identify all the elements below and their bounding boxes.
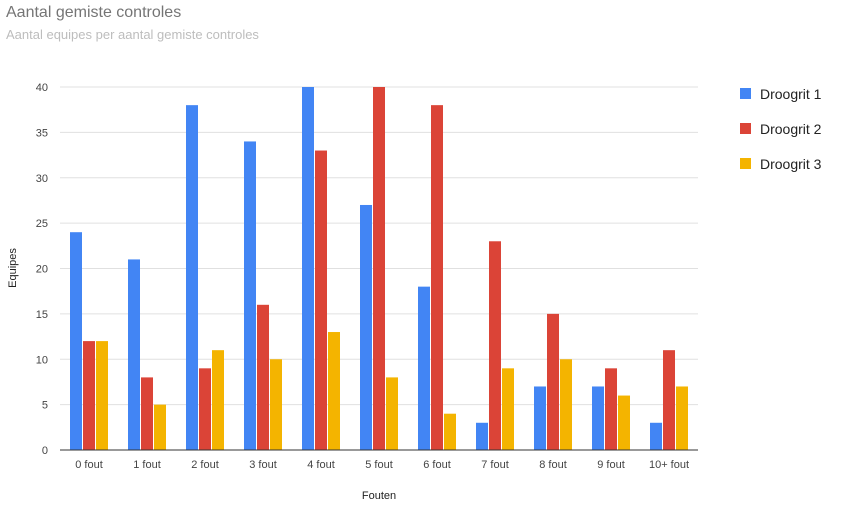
x-tick-label: 0 fout — [75, 459, 103, 471]
legend-label: Droogrit 2 — [760, 121, 822, 137]
chart-title: Aantal gemiste controles — [6, 4, 182, 21]
x-tick-label: 7 fout — [481, 459, 509, 471]
legend: Droogrit 1 Droogrit 2 Droogrit 3 — [740, 86, 822, 172]
y-tick-label: 0 — [42, 445, 48, 457]
x-tick-label: 2 fout — [191, 459, 219, 471]
bar — [534, 386, 546, 450]
x-tick-label: 6 fout — [423, 459, 451, 471]
bar — [592, 386, 604, 450]
x-tick-label: 9 fout — [597, 459, 625, 471]
legend-label: Droogrit 1 — [760, 86, 822, 102]
bar — [257, 304, 269, 450]
legend-label: Droogrit 3 — [760, 156, 822, 172]
bar — [650, 422, 662, 450]
bar — [502, 368, 514, 450]
bar — [212, 350, 224, 450]
chart-subtitle: Aantal equipes per aantal gemiste contro… — [6, 27, 259, 42]
bar — [663, 350, 675, 450]
x-tick-label: 5 fout — [365, 459, 393, 471]
bar — [128, 259, 140, 450]
y-tick-label: 30 — [36, 173, 48, 185]
y-axis-title: Equipes — [7, 248, 19, 288]
bar — [605, 368, 617, 450]
bar — [302, 87, 314, 450]
x-tick-label: 3 fout — [249, 459, 277, 471]
bar — [328, 332, 340, 450]
x-tick-label: 1 fout — [133, 459, 161, 471]
y-tick-label: 5 — [42, 400, 48, 412]
y-tick-labels: 0 5 10 15 20 25 30 35 40 — [36, 82, 48, 457]
bar — [444, 413, 456, 450]
bar — [70, 232, 82, 450]
bar — [154, 404, 166, 450]
y-tick-label: 10 — [36, 354, 48, 366]
x-tick-labels: 0 fout 1 fout 2 fout 3 fout 4 fout 5 fout 6 fo… — [75, 459, 689, 471]
y-tick-label: 15 — [36, 309, 48, 321]
y-tick-label: 20 — [36, 264, 48, 276]
legend-swatch — [740, 158, 751, 169]
y-tick-label: 40 — [36, 82, 48, 94]
bar — [270, 359, 282, 450]
bar — [560, 359, 572, 450]
bar — [360, 204, 372, 450]
bar — [373, 87, 385, 450]
bar — [547, 313, 559, 450]
x-tick-label: 10+ fout — [649, 459, 689, 471]
bar — [489, 241, 501, 450]
bar — [244, 141, 256, 450]
bar — [476, 422, 488, 450]
bar — [676, 386, 688, 450]
y-tick-label: 35 — [36, 127, 48, 139]
bar — [141, 377, 153, 450]
y-tick-label: 25 — [36, 218, 48, 230]
bars — [70, 87, 688, 451]
bar — [186, 105, 198, 451]
x-tick-label: 8 fout — [539, 459, 567, 471]
bar — [386, 377, 398, 450]
x-tick-label: 4 fout — [307, 459, 335, 471]
bar — [96, 341, 108, 450]
x-axis-title: Fouten — [362, 490, 396, 502]
bar — [83, 341, 95, 450]
bar — [199, 368, 211, 450]
bar — [431, 105, 443, 451]
bar — [418, 286, 430, 450]
legend-swatch — [740, 123, 751, 134]
legend-swatch — [740, 88, 751, 99]
bar — [618, 395, 630, 450]
bar — [315, 150, 327, 450]
